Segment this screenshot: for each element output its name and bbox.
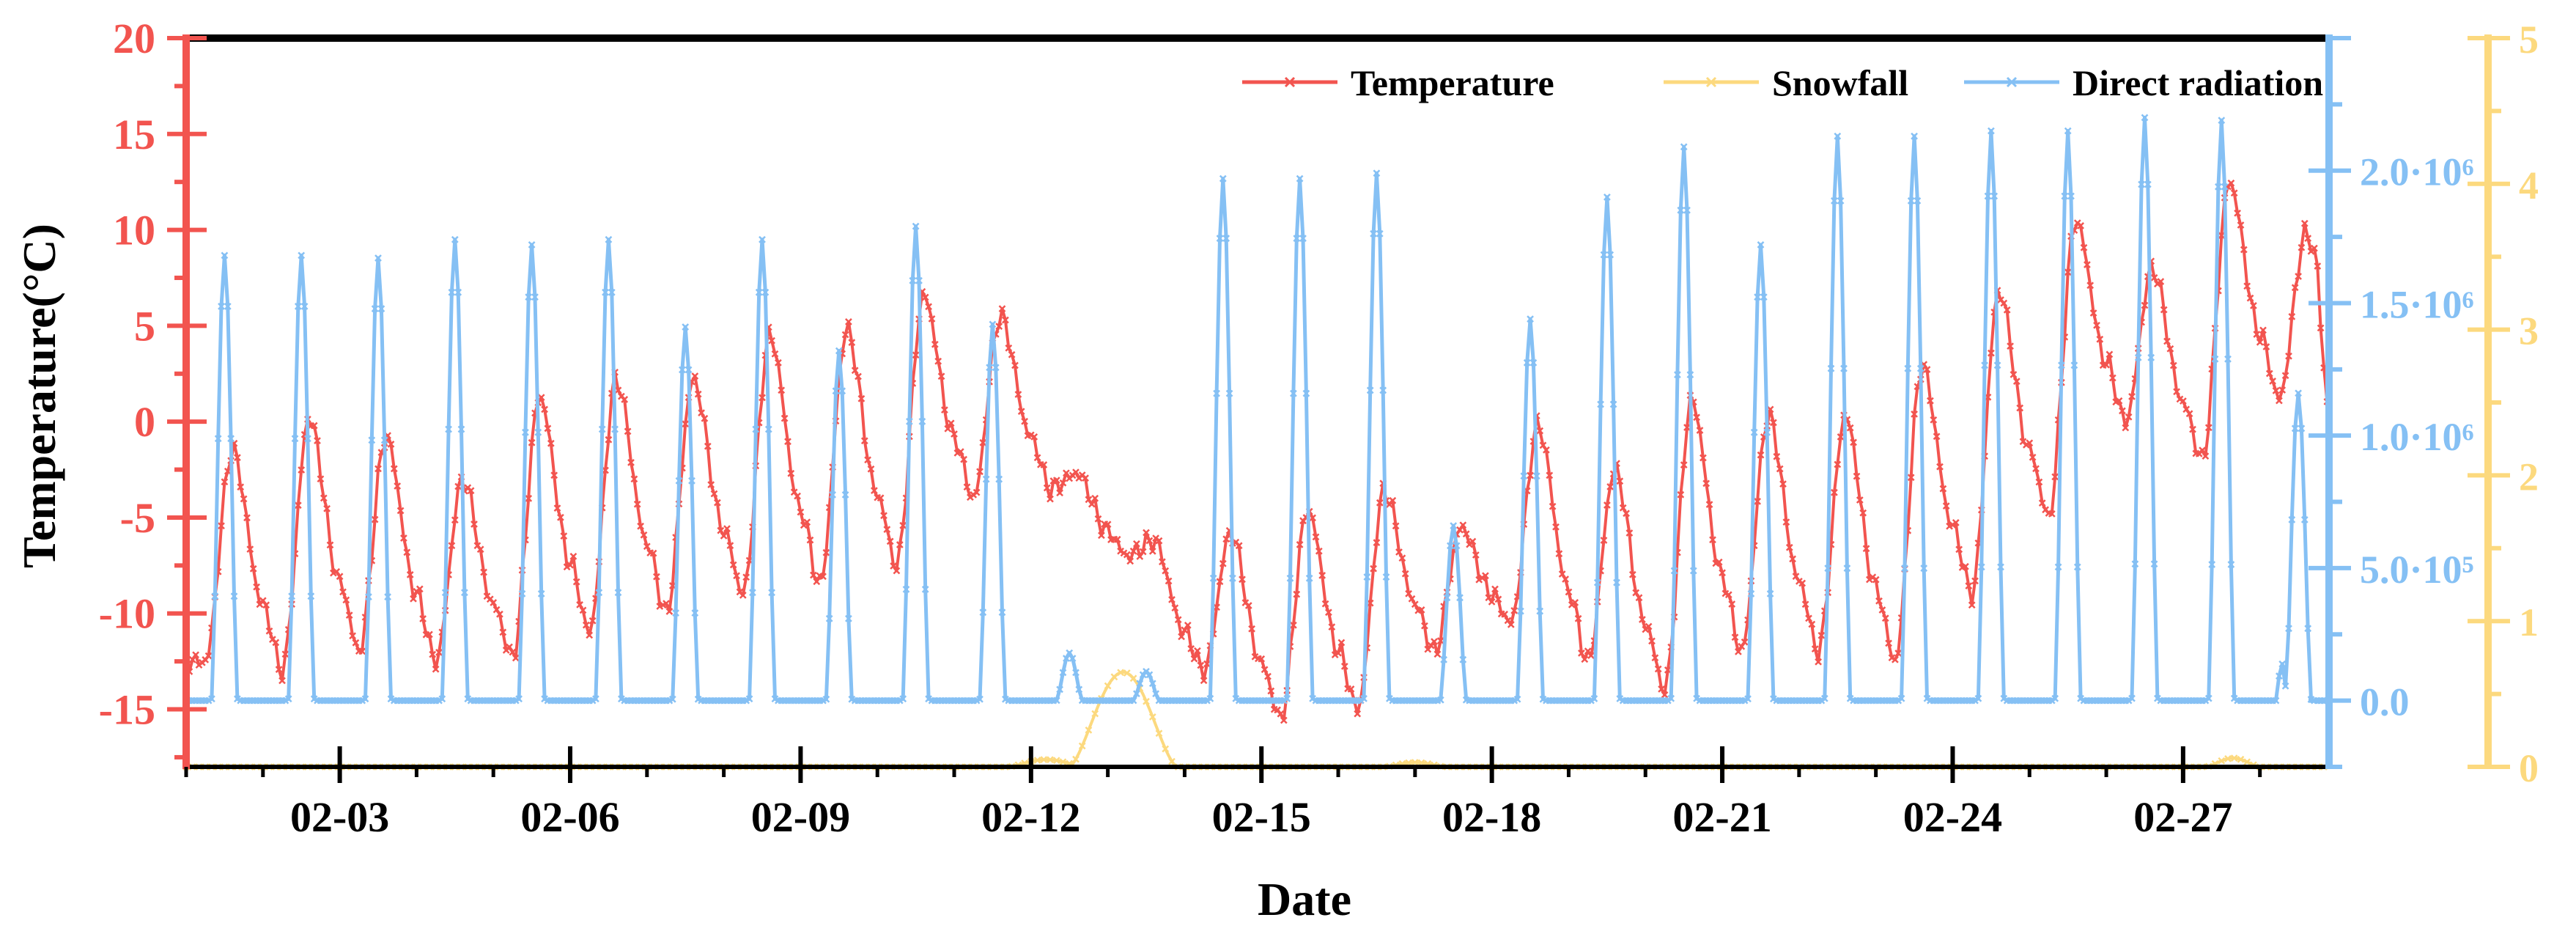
legend-label: Snowfall <box>1772 62 1908 103</box>
x-axis-title: Date <box>1258 873 1351 925</box>
y-snowfall-tick-label: 1 <box>2519 600 2539 644</box>
y-snowfall-tick-label: 5 <box>2519 18 2539 62</box>
x-tick-label: 02-27 <box>2133 793 2232 841</box>
y-radiation-tick-label: 1.5·10⁶ <box>2360 282 2474 326</box>
plot-frame <box>182 34 2492 769</box>
y-left-tick-label: -5 <box>120 494 155 542</box>
legend-marker <box>1705 76 1717 88</box>
x-tick-label: 02-24 <box>1903 793 2002 841</box>
y-left-tick-label: -10 <box>99 590 155 638</box>
y-snowfall-tick-label: 0 <box>2519 746 2539 790</box>
x-tick-label: 02-03 <box>290 793 389 841</box>
axes-group: 02-03 02-06 02-09 02-12 02-15 02-18 02-21 02-24… <box>99 15 2539 841</box>
y-left-tick-label: 15 <box>113 111 155 158</box>
y-left-tick-label: 10 <box>113 207 155 254</box>
y-radiation-tick-label: 0.0 <box>2360 680 2410 724</box>
x-tick-label: 02-06 <box>520 793 619 841</box>
y-radiation-tick-label: 1.0·10⁶ <box>2360 415 2474 459</box>
y-left-tick-label: 0 <box>134 398 155 446</box>
y-radiation-tick-label: 5.0·10⁵ <box>2360 548 2474 592</box>
y-left-tick-label: -15 <box>99 686 155 734</box>
legend: Temperature Snowfall Direct radiation <box>1242 62 2323 103</box>
x-tick-label: 02-18 <box>1442 793 1541 841</box>
legend-label: Temperature <box>1351 62 1554 103</box>
legend-entry: Temperature <box>1242 62 1554 103</box>
x-tick-label: 02-21 <box>1672 793 1771 841</box>
legend-label: Direct radiation <box>2073 62 2323 103</box>
x-tick-label: 02-15 <box>1212 793 1311 841</box>
y-snowfall-tick-label: 4 <box>2519 163 2539 207</box>
y-axis-title: Temperature(°C) <box>13 224 65 568</box>
y-left-tick-label: 20 <box>113 15 155 62</box>
x-tick-label: 02-09 <box>751 793 850 841</box>
x-tick-label: 02-12 <box>981 793 1080 841</box>
legend-marker <box>2006 76 2018 88</box>
y-snowfall-tick-label: 2 <box>2519 455 2539 499</box>
radiation-series-line <box>186 115 2328 703</box>
legend-marker <box>1284 76 1296 88</box>
legend-entry: Snowfall <box>1664 62 1908 103</box>
y-radiation-tick-label: 2.0·10⁶ <box>2360 150 2474 194</box>
y-left-tick-label: 5 <box>134 302 155 350</box>
legend-entry: Direct radiation <box>1964 62 2323 103</box>
y-snowfall-tick-label: 3 <box>2519 309 2539 353</box>
